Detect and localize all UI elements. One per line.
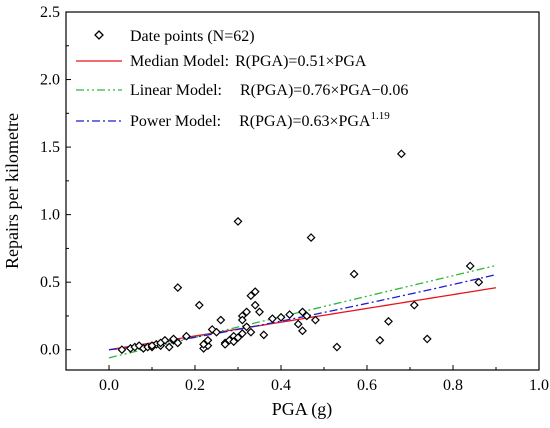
x-axis: 0.0 0.2 0.4 0.6 0.8 1.0 <box>65 365 549 394</box>
legend-formula-power: R(PGA)=0.63×PGA <box>239 113 371 130</box>
data-point <box>246 327 256 337</box>
legend-label-median: Median Model: R(PGA)=0.51×PGA <box>130 53 367 70</box>
data-point <box>156 338 166 348</box>
data-point <box>285 310 295 320</box>
legend-formula-linear: R(PGA)=0.76×PGA−0.06 <box>240 82 408 99</box>
y-tick-label: 2.0 <box>40 72 60 89</box>
data-point <box>212 327 221 337</box>
data-point <box>255 307 264 317</box>
data-point <box>199 339 209 349</box>
y-tick-label: 1.5 <box>40 139 60 156</box>
legend-formula-power-exponent: 1.19 <box>371 110 391 122</box>
plot-area <box>65 11 540 371</box>
data-point <box>306 233 316 243</box>
legend-name-power: Power Model: <box>130 113 221 130</box>
data-point <box>246 291 256 301</box>
data-point <box>169 334 178 344</box>
data-point <box>233 333 243 343</box>
data-point <box>384 316 393 326</box>
y-axis-title: Repairs per kilometre <box>2 113 22 269</box>
data-point <box>375 335 385 345</box>
data-point <box>349 269 359 279</box>
legend: Date points (N=62) Median Model: R(PGA)=0… <box>76 28 408 130</box>
data-point <box>259 330 269 340</box>
legend-label-linear: Linear Model: R(PGA)=0.76×PGA−0.06 <box>130 82 408 99</box>
data-point <box>409 300 419 310</box>
plot-frame <box>65 11 540 371</box>
legend-entry-points: Date points (N=62) <box>94 28 255 45</box>
data-point <box>396 149 406 159</box>
legend-label-points: Date points (N=62) <box>130 28 255 45</box>
x-tick-label: 0.8 <box>443 377 463 394</box>
y-axis: 0.0 0.5 1.0 1.5 2.0 2.5 <box>40 4 71 359</box>
legend-entry-median: Median Model: R(PGA)=0.51×PGA <box>76 53 367 70</box>
legend-name-median: Median Model: <box>130 53 229 70</box>
y-tick-label: 0.0 <box>40 342 60 359</box>
data-point <box>220 339 230 349</box>
data-point <box>194 300 204 310</box>
x-tick-label: 0.6 <box>357 377 377 394</box>
data-point <box>203 335 213 345</box>
legend-marker-diamond <box>94 30 104 40</box>
x-tick-label: 1.0 <box>529 377 549 394</box>
data-points <box>117 149 484 355</box>
legend-entry-power: Power Model: R(PGA)=0.63×PGA1.19 <box>76 110 390 130</box>
data-point <box>117 345 127 355</box>
data-point <box>298 307 307 317</box>
y-tick-label: 2.5 <box>40 4 60 21</box>
legend-entry-linear: Linear Model: R(PGA)=0.76×PGA−0.06 <box>76 82 408 99</box>
data-point <box>242 307 252 317</box>
data-point <box>237 315 247 325</box>
data-point <box>332 342 342 352</box>
data-point <box>276 312 286 322</box>
data-point <box>237 329 247 338</box>
data-point <box>181 331 191 341</box>
data-point <box>310 315 320 325</box>
data-point <box>302 311 312 321</box>
data-point <box>242 322 252 332</box>
data-point <box>267 314 277 324</box>
data-point <box>293 319 303 329</box>
data-point <box>164 342 174 352</box>
data-point <box>474 277 484 287</box>
data-point <box>173 338 183 348</box>
data-point <box>216 315 226 325</box>
y-tick-label: 0.5 <box>40 274 60 291</box>
data-point <box>422 334 432 344</box>
data-point <box>207 325 217 334</box>
x-tick-label: 0.4 <box>271 377 291 394</box>
data-point <box>250 300 260 310</box>
x-tick-label: 0.2 <box>185 377 205 394</box>
data-point <box>233 216 243 226</box>
data-point <box>298 326 307 336</box>
data-point <box>465 261 475 271</box>
data-point <box>147 341 157 351</box>
legend-formula-median: R(PGA)=0.51×PGA <box>235 53 367 70</box>
y-tick-label: 1.0 <box>40 207 60 224</box>
data-point <box>173 283 183 293</box>
data-point <box>229 337 239 347</box>
data-point <box>250 287 260 297</box>
legend-name-linear: Linear Model: <box>130 82 222 99</box>
x-tick-label: 0.0 <box>99 377 119 394</box>
x-axis-title: PGA (g) <box>272 399 333 420</box>
legend-label-power: Power Model: R(PGA)=0.63×PGA1.19 <box>130 110 390 130</box>
